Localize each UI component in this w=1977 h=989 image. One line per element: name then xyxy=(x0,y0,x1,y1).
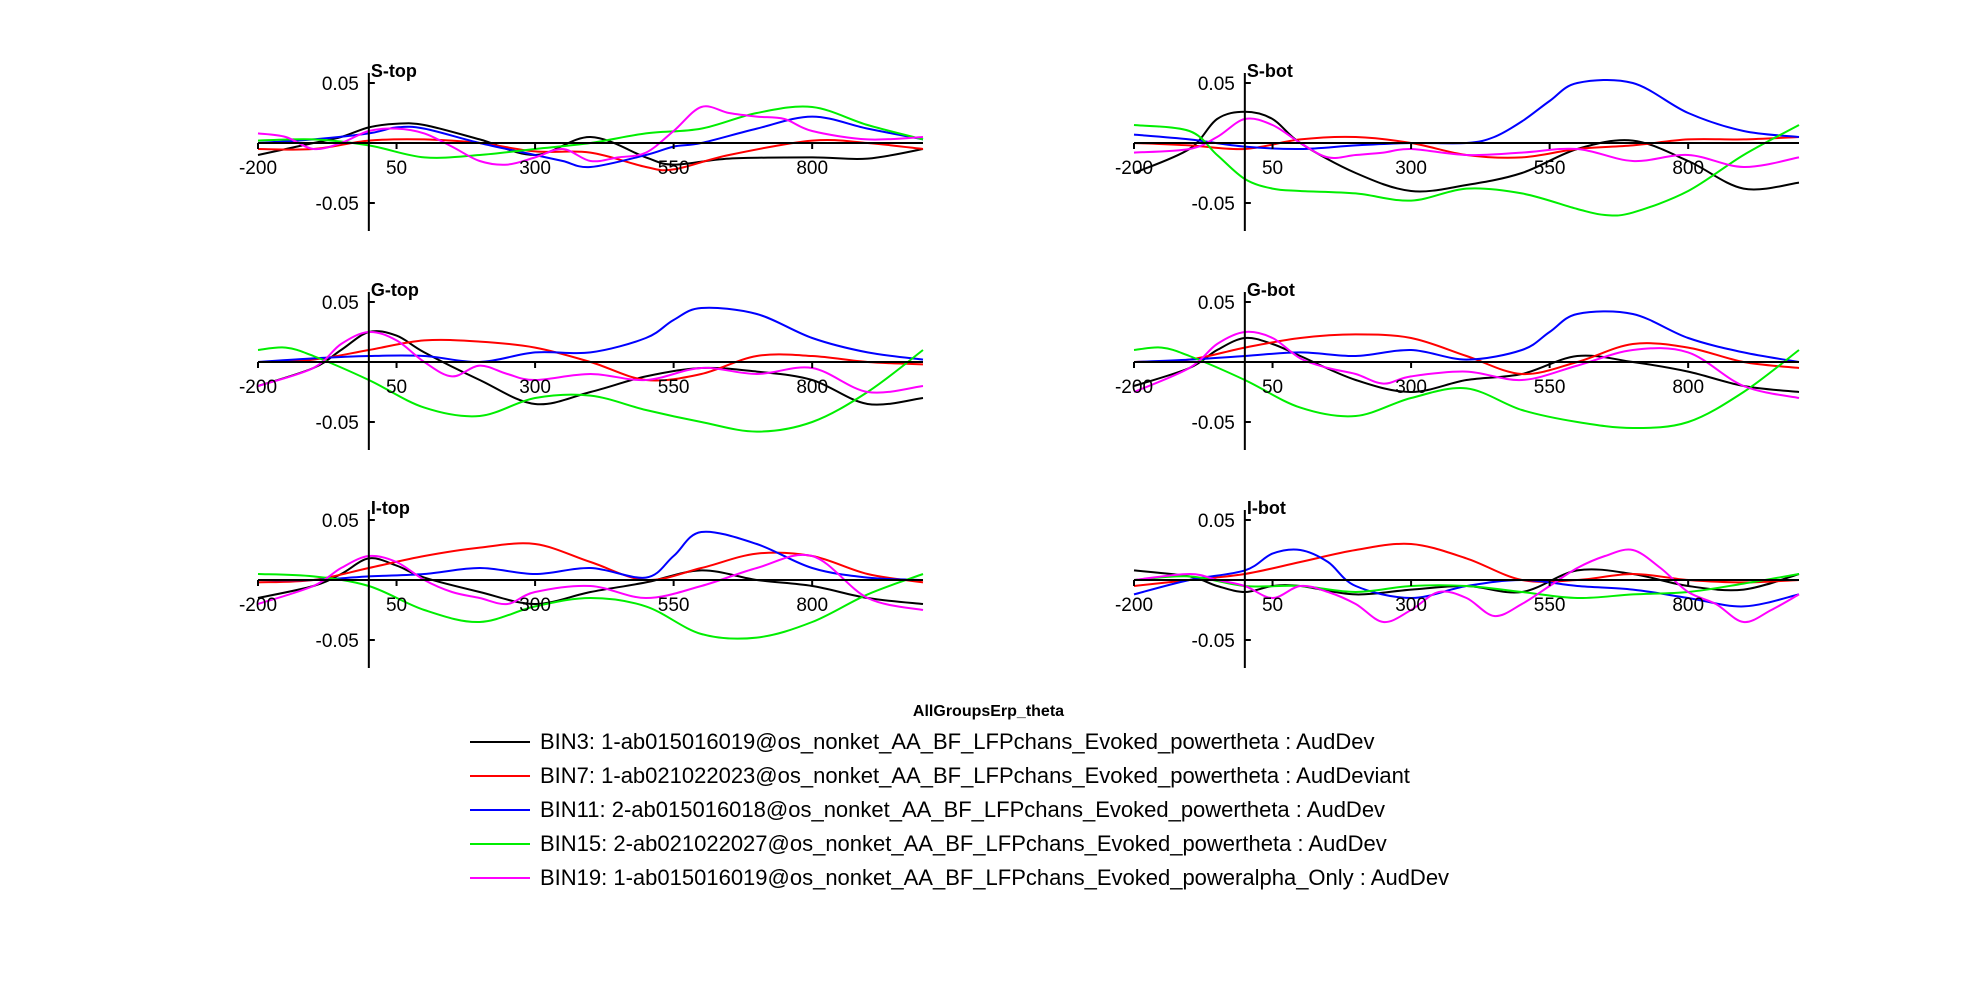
x-tick-label: 50 xyxy=(386,377,407,398)
y-tick-label: 0.05 xyxy=(1198,293,1235,314)
legend-item-bin7: BIN7: 1-ab021022023@os_nonket_AA_BF_LFPc… xyxy=(470,759,1449,793)
panel-title: I-bot xyxy=(1247,498,1286,518)
panel-g-bot: -200 50 300 550 800 0.05 -0.05 G-bot xyxy=(1115,280,1800,450)
panel-title: G-top xyxy=(371,280,419,300)
series-line-bin11 xyxy=(257,115,924,169)
x-tick-label: 800 xyxy=(796,377,828,398)
series-line-bin19 xyxy=(1133,117,1800,169)
series-line-bin19 xyxy=(257,553,924,611)
legend-item-bin3: BIN3: 1-ab015016019@os_nonket_AA_BF_LFPc… xyxy=(470,725,1449,759)
series-line-bin11 xyxy=(257,306,924,364)
legend-label: BIN3: 1-ab015016019@os_nonket_AA_BF_LFPc… xyxy=(540,729,1375,754)
series-line-bin11 xyxy=(1133,310,1800,363)
x-tick-label: -200 xyxy=(1115,595,1153,616)
legend-item-bin11: BIN11: 2-ab015016018@os_nonket_AA_BF_LFP… xyxy=(470,793,1449,827)
series-line-bin19 xyxy=(1133,330,1800,399)
series-line-bin19 xyxy=(257,330,924,394)
x-tick-label: 50 xyxy=(386,158,407,179)
legend-swatch xyxy=(470,775,530,777)
y-tick-label: 0.05 xyxy=(322,511,359,532)
legend-item-bin19: BIN19: 1-ab015016019@os_nonket_AA_BF_LFP… xyxy=(470,861,1449,895)
series-line-bin3 xyxy=(257,557,924,605)
y-tick-label: 0.05 xyxy=(322,293,359,314)
panel-title: S-top xyxy=(371,61,417,81)
x-tick-label: -200 xyxy=(239,595,277,616)
legend-item-bin15: BIN15: 2-ab021022027@os_nonket_AA_BF_LFP… xyxy=(470,827,1449,861)
panel-i-bot: -200 50 300 550 800 0.05 -0.05 I-bot xyxy=(1115,498,1800,668)
x-tick-label: 50 xyxy=(1262,595,1283,616)
legend-label: BIN11: 2-ab015016018@os_nonket_AA_BF_LFP… xyxy=(540,797,1386,822)
y-tick-label: -0.05 xyxy=(1192,194,1235,215)
legend-swatch xyxy=(470,741,530,743)
x-tick-label: 550 xyxy=(658,158,690,179)
panel-title: G-bot xyxy=(1247,280,1295,300)
panel-s-top: -200 50 300 550 800 0.05 -0.05 S-top xyxy=(239,61,924,231)
x-tick-label: 550 xyxy=(1534,595,1566,616)
x-tick-label: 50 xyxy=(1262,158,1283,179)
x-tick-label: 550 xyxy=(658,595,690,616)
y-tick-label: 0.05 xyxy=(1198,511,1235,532)
y-tick-label: -0.05 xyxy=(1192,631,1235,652)
series-line-bin11 xyxy=(1133,79,1800,151)
y-tick-label: 0.05 xyxy=(322,74,359,95)
y-tick-label: -0.05 xyxy=(316,413,359,434)
panel-g-top: -200 50 300 550 800 0.05 -0.05 G-top xyxy=(239,280,924,450)
y-tick-label: -0.05 xyxy=(1192,413,1235,434)
x-tick-label: 50 xyxy=(386,595,407,616)
panel-title: S-bot xyxy=(1247,61,1293,81)
legend-label: BIN7: 1-ab021022023@os_nonket_AA_BF_LFPc… xyxy=(540,763,1410,788)
series-line-bin3 xyxy=(1133,336,1800,393)
x-tick-label: 550 xyxy=(658,377,690,398)
x-tick-label: 800 xyxy=(796,158,828,179)
x-tick-label: -200 xyxy=(1115,377,1153,398)
x-tick-label: -200 xyxy=(239,158,277,179)
series-line-bin19 xyxy=(1133,548,1800,624)
panel-i-top: -200 50 300 550 800 0.05 -0.05 I-top xyxy=(239,498,924,668)
legend-swatch xyxy=(470,877,530,879)
series-line-bin3 xyxy=(1133,110,1800,193)
legend-swatch xyxy=(470,843,530,845)
legend: BIN3: 1-ab015016019@os_nonket_AA_BF_LFPc… xyxy=(470,725,1449,895)
x-tick-label: 800 xyxy=(796,595,828,616)
legend-label: BIN19: 1-ab015016019@os_nonket_AA_BF_LFP… xyxy=(540,865,1450,890)
x-tick-label: 550 xyxy=(1534,377,1566,398)
series-line-bin3 xyxy=(257,330,924,406)
series-line-bin19 xyxy=(257,105,924,166)
series-line-bin15 xyxy=(1133,346,1800,429)
x-tick-label: 300 xyxy=(519,158,551,179)
x-tick-label: 800 xyxy=(1672,158,1704,179)
x-tick-label: 800 xyxy=(1672,595,1704,616)
y-tick-label: -0.05 xyxy=(316,194,359,215)
x-tick-label: 300 xyxy=(519,595,551,616)
x-tick-label: 300 xyxy=(519,377,551,398)
x-tick-label: 550 xyxy=(1534,158,1566,179)
legend-swatch xyxy=(470,809,530,811)
series-line-bin11 xyxy=(257,530,924,582)
x-tick-label: 800 xyxy=(1672,377,1704,398)
x-tick-label: -200 xyxy=(239,377,277,398)
series-line-bin3 xyxy=(1133,568,1800,596)
x-tick-label: 300 xyxy=(1395,158,1427,179)
x-tick-label: 300 xyxy=(1395,595,1427,616)
legend-title: AllGroupsErp_theta xyxy=(912,703,1065,720)
x-tick-label: 300 xyxy=(1395,377,1427,398)
panel-title: I-top xyxy=(371,498,410,518)
x-tick-label: 50 xyxy=(1262,377,1283,398)
y-tick-label: 0.05 xyxy=(1198,74,1235,95)
series-line-bin15 xyxy=(257,346,924,433)
x-tick-label: -200 xyxy=(1115,158,1153,179)
panel-s-bot: -200 50 300 550 800 0.05 -0.05 S-bot xyxy=(1115,61,1800,231)
series-line-bin15 xyxy=(1133,124,1800,217)
series-line-bin11 xyxy=(1133,548,1800,608)
legend-label: BIN15: 2-ab021022027@os_nonket_AA_BF_LFP… xyxy=(540,831,1387,856)
y-tick-label: -0.05 xyxy=(316,631,359,652)
series-line-bin15 xyxy=(257,105,924,159)
